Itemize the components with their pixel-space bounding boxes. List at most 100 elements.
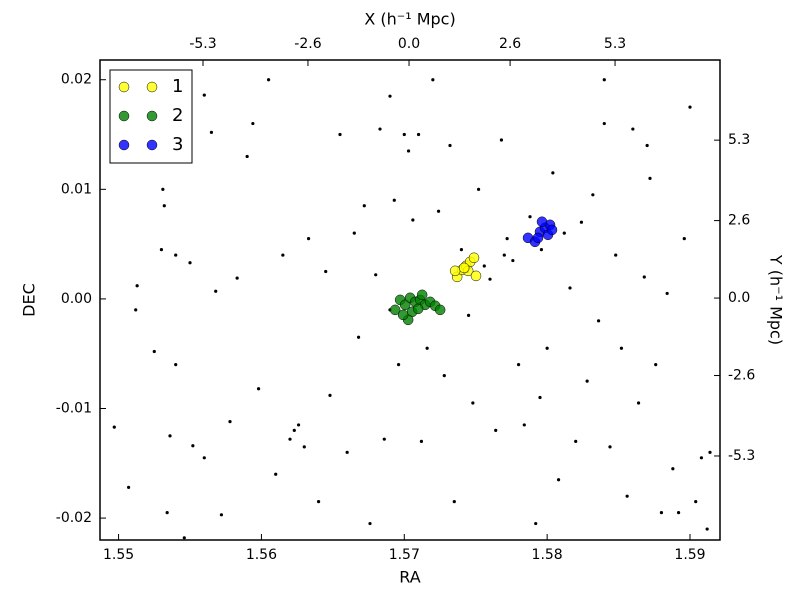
legend-label: 1 [172, 76, 183, 97]
point [416, 289, 428, 301]
point-group [522, 216, 558, 248]
point [534, 521, 538, 526]
point [545, 346, 549, 350]
point [174, 363, 178, 367]
y-tick-label: -0.01 [56, 400, 92, 416]
point [665, 291, 669, 296]
point [382, 437, 386, 441]
x2-tick-label: 5.3 [604, 36, 626, 52]
point [671, 467, 675, 471]
point [556, 478, 561, 482]
point [219, 513, 224, 517]
plot-frame [99, 59, 721, 541]
point [209, 130, 214, 134]
point [392, 198, 396, 202]
background-points [112, 78, 712, 540]
point [585, 379, 589, 383]
point [551, 171, 555, 175]
point [389, 304, 401, 316]
point [412, 303, 424, 315]
point [539, 247, 544, 252]
point [345, 450, 349, 454]
x2-tick-label: 2.6 [499, 36, 521, 52]
point [546, 224, 558, 236]
point [406, 149, 411, 153]
point [281, 253, 285, 257]
point [608, 445, 612, 449]
x-axis-label: RA [399, 568, 420, 587]
point [705, 527, 709, 531]
point [522, 423, 526, 427]
point [614, 253, 618, 257]
y-tick-label: 0.00 [61, 291, 92, 307]
point [202, 93, 206, 97]
point [708, 450, 712, 454]
point [316, 500, 321, 504]
point [516, 363, 521, 367]
point [449, 265, 461, 277]
point [165, 511, 169, 515]
point [602, 121, 606, 126]
point [602, 78, 606, 82]
point [402, 132, 406, 137]
point [266, 78, 271, 82]
point [152, 349, 156, 354]
point [654, 363, 658, 367]
y-axis-label: DEC [20, 283, 39, 317]
y2-tick-label: -2.6 [728, 368, 755, 384]
point [466, 313, 471, 317]
point [251, 121, 255, 126]
point [202, 456, 206, 460]
point [448, 143, 452, 148]
point [532, 232, 544, 244]
point [368, 521, 372, 526]
point [338, 132, 342, 137]
legend-label: 3 [172, 134, 183, 155]
legend-marker [118, 139, 130, 151]
point [688, 105, 692, 109]
point [374, 273, 378, 277]
point [459, 247, 464, 252]
point [416, 132, 421, 137]
point [694, 500, 698, 504]
point [425, 346, 429, 350]
point [214, 289, 218, 293]
x-tick-label: 1.57 [389, 547, 420, 563]
point [488, 277, 492, 281]
point [452, 500, 456, 504]
point [388, 94, 392, 98]
point [302, 445, 306, 449]
point [682, 237, 686, 241]
point [574, 439, 578, 443]
x2-tick-label: -2.6 [294, 36, 321, 52]
point [442, 374, 446, 378]
point [511, 258, 515, 263]
point [631, 127, 635, 131]
x-tick-label: 1.59 [674, 547, 705, 563]
point [135, 284, 139, 288]
point [505, 237, 509, 241]
point [659, 511, 664, 515]
point [645, 143, 649, 148]
point [397, 309, 409, 321]
y2-tick-label: 0.0 [728, 290, 750, 306]
point [162, 204, 166, 208]
point [625, 494, 629, 498]
y2-tick-label: 2.6 [728, 213, 750, 229]
point [648, 176, 652, 180]
point [411, 218, 415, 222]
point [174, 253, 178, 257]
point [591, 193, 595, 197]
point [676, 511, 681, 515]
x-tick-label: 1.58 [532, 547, 563, 563]
x2-tick-label: 0.0 [398, 36, 420, 52]
x-tick-label: 1.55 [103, 547, 134, 563]
y-tick-label: -0.02 [56, 510, 92, 526]
point [274, 472, 278, 476]
point [112, 425, 116, 429]
y-tick-label: 0.01 [61, 181, 92, 197]
point [636, 401, 641, 405]
point [296, 423, 301, 427]
point [378, 127, 382, 131]
